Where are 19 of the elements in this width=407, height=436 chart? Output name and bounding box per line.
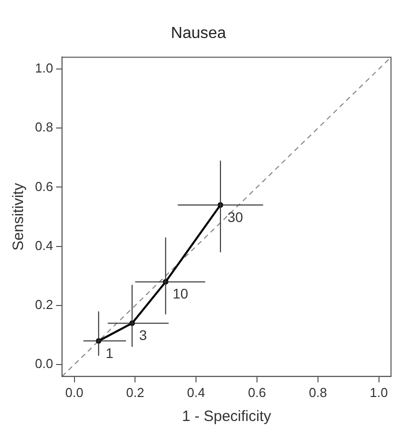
annotation: 10 [172,286,188,302]
x-tick-label: 0.2 [126,384,144,400]
y-tick-label: 0.2 [34,297,54,312]
chart-title: Nausea [170,25,226,42]
annotation: 30 [227,208,244,225]
x-tick-label: 1.0 [370,384,388,400]
x-tick-label: 0.4 [187,384,206,400]
y-axis-title: Sensitivity [10,182,28,251]
y-tick-label: 0.0 [34,356,54,372]
y-tick-label: 1.0 [34,60,54,76]
x-tick-label: 0.8 [308,384,327,400]
y-tick-label: 0.4 [34,238,54,253]
annotation: 1 [106,344,114,361]
y-tick-label: 0.8 [34,120,54,135]
x-axis-title: 1 - Specificity [182,408,272,426]
annotation: 3 [139,327,148,344]
x-tick-label: 0.6 [248,384,266,400]
x-tick-label: 0.0 [65,384,84,400]
y-tick-label: 0.6 [34,178,54,194]
